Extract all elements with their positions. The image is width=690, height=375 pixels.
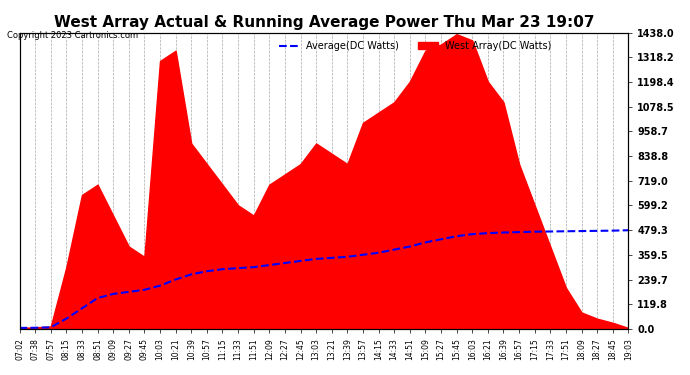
Text: Copyright 2023 Cartronics.com: Copyright 2023 Cartronics.com [7, 30, 138, 39]
Legend: Average(DC Watts), West Array(DC Watts): Average(DC Watts), West Array(DC Watts) [275, 38, 555, 55]
Title: West Array Actual & Running Average Power Thu Mar 23 19:07: West Array Actual & Running Average Powe… [54, 15, 594, 30]
